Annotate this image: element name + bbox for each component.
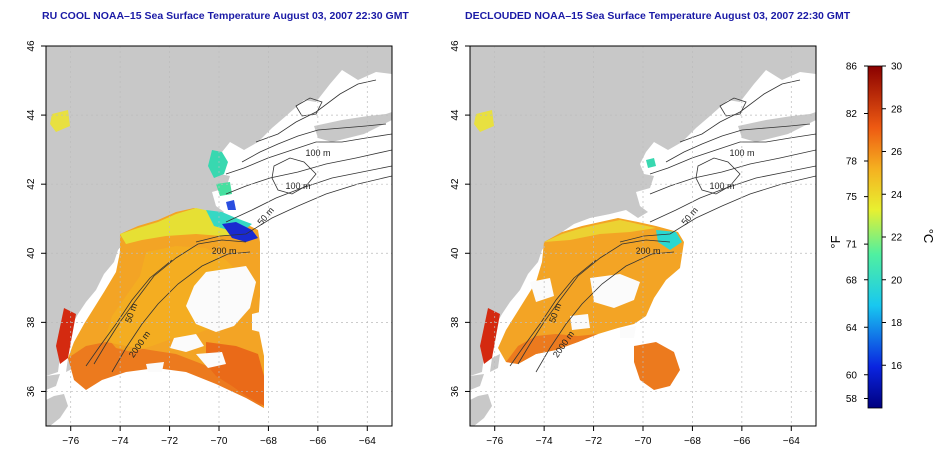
right-isobaths [509, 79, 816, 373]
left-isobath-label: 100 m [285, 181, 310, 191]
celsius-tick-label: 30 [891, 62, 903, 73]
left-map-title: RU COOL NOAA–15 Sea Surface Temperature … [42, 10, 409, 22]
left-tick-label-y: 36 [26, 385, 37, 397]
fahrenheit-tick-label: 86 [846, 62, 858, 73]
celsius-tick-label: 24 [891, 190, 903, 201]
right-tick-label-x: −66 [733, 436, 750, 447]
fahrenheit-tick-label: 75 [846, 192, 858, 203]
fahrenheit-tick-label: 64 [846, 323, 858, 334]
right-isobath-label: 200 m [635, 246, 660, 256]
celsius-tick-label: 28 [891, 104, 903, 115]
left-isobaths [85, 79, 392, 373]
colorbar-gradient [867, 65, 883, 409]
fahrenheit-tick-label: 58 [846, 394, 858, 405]
fahrenheit-tick-label: 82 [846, 109, 858, 120]
right-tick-label-y: 40 [450, 247, 461, 259]
right-tick-label-x: −72 [585, 436, 602, 447]
left-tick-label-x: −74 [112, 436, 129, 447]
right-tick-label-x: −70 [635, 436, 652, 447]
right-tick-label-y: 36 [450, 385, 461, 397]
right-tick-label-y: 44 [450, 109, 461, 121]
left-tick-label-x: −72 [161, 436, 178, 447]
left-tick-label-x: −70 [211, 436, 228, 447]
left-map-panel: 100 m 100 m 50 m 200 m 50 m 2000 m −76 −7… [26, 40, 393, 447]
fahrenheit-label: °F [828, 235, 843, 248]
celsius-label: °C [921, 229, 936, 244]
right-tick-label-y: 38 [450, 316, 461, 328]
celsius-tick-label: 18 [891, 318, 903, 329]
left-tick-label-x: −64 [359, 436, 376, 447]
left-tick-label-x: −66 [309, 436, 326, 447]
left-map-gridlines [46, 46, 392, 426]
right-isobath-label: 100 m [709, 181, 734, 191]
right-tick-label-x: −76 [486, 436, 503, 447]
fahrenheit-tick-label: 78 [846, 157, 858, 168]
right-tick-label-y: 46 [450, 40, 461, 52]
celsius-tick-label: 22 [891, 233, 903, 244]
right-map-title: DECLOUDED NOAA–15 Sea Surface Temperatur… [465, 10, 851, 22]
right-map-ticks: −76 −74 −72 −70 −68 −66 −64 36 38 40 42 44 46 [450, 40, 800, 447]
right-tick-label-x: −74 [536, 436, 553, 447]
right-tick-label-x: −68 [684, 436, 701, 447]
left-tick-label-x: −68 [260, 436, 277, 447]
fahrenheit-tick-label: 60 [846, 370, 858, 381]
left-tick-label-y: 40 [26, 247, 37, 259]
fahrenheit-tick-label: 71 [846, 240, 858, 251]
right-map-panel: 100 m 100 m 50 m 200 m 50 m 2000 m −76 −7… [450, 40, 817, 447]
left-tick-label-y: 38 [26, 316, 37, 328]
left-map-ticks: −76 −74 −72 −70 −68 −66 −64 36 38 40 42 44 46 [26, 40, 376, 447]
fahrenheit-tick-label: 68 [846, 275, 858, 286]
colorbar: 30 28 26 24 22 20 18 16 86 82 78 75 71 68 64 60 58 °F °C [828, 62, 936, 409]
celsius-tick-label: 16 [891, 361, 903, 372]
left-tick-label-x: −76 [62, 436, 79, 447]
left-sst-field [50, 110, 264, 408]
celsius-tick-label: 26 [891, 147, 903, 158]
left-isobath-label: 200 m [211, 246, 236, 256]
right-tick-label-x: −64 [783, 436, 800, 447]
left-tick-label-y: 42 [26, 178, 37, 190]
celsius-tick-label: 20 [891, 275, 903, 286]
right-tick-label-y: 42 [450, 178, 461, 190]
left-tick-label-y: 44 [26, 109, 37, 121]
left-tick-label-y: 46 [26, 40, 37, 52]
right-map-gridlines [470, 46, 816, 426]
